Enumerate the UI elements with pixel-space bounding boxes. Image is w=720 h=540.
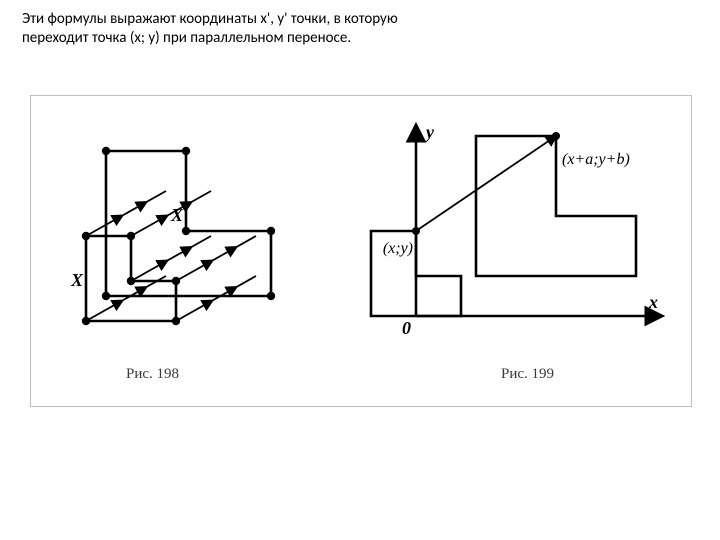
svg-text:0: 0 [402,318,411,338]
svg-text:(x+a;y+b): (x+a;y+b) [562,151,630,168]
figure-198-caption: Рис. 198 [126,366,179,383]
svg-text:X: X [70,270,84,290]
svg-text:(x;y): (x;y) [383,240,413,257]
page: Эти формулы выражают координаты x', y' т… [0,0,720,540]
description-paragraph: Эти формулы выражают координаты x', y' т… [22,10,582,48]
svg-text:X': X' [170,205,188,225]
figure-199-caption: Рис. 199 [501,366,554,383]
figure-198: X X' [46,121,316,351]
figure-box: X X' Рис. 198 x y 0 (x;y) [30,95,692,407]
figure-199: x y 0 (x;y) (x+a;y+b) [361,121,681,351]
svg-text:x: x [648,292,658,312]
paragraph-line-1: Эти формулы выражают координаты x', y' т… [22,10,398,28]
svg-text:y: y [424,122,435,142]
paragraph-line-2: переходит точка (x; y) при параллельном … [22,29,351,47]
